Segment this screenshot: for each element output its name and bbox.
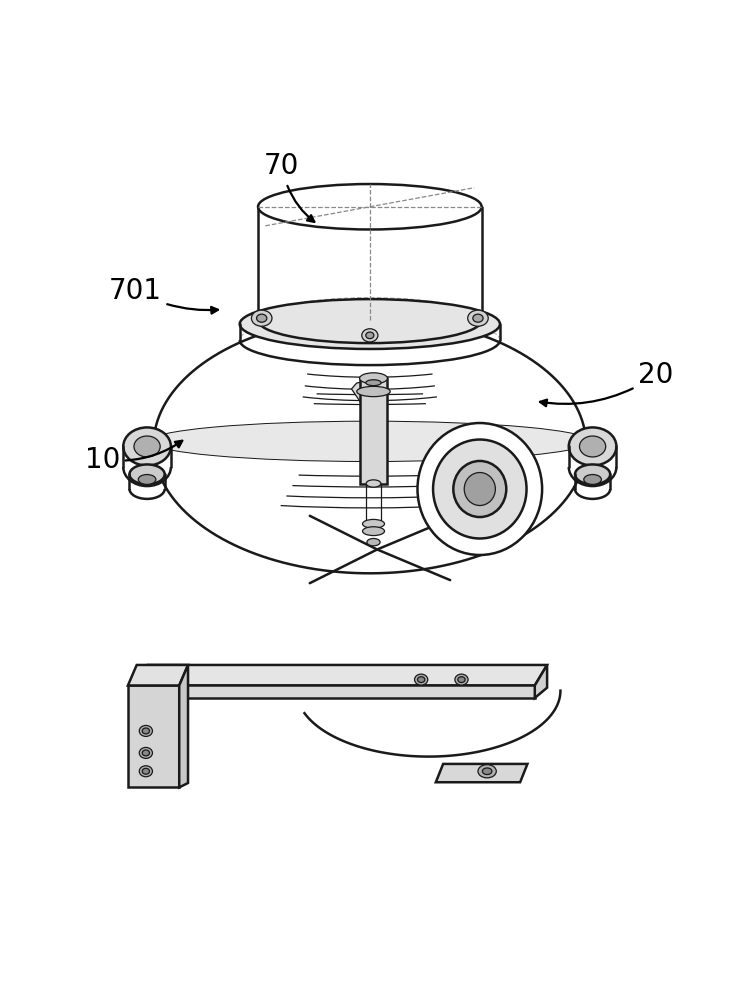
Ellipse shape — [455, 674, 468, 685]
Ellipse shape — [258, 184, 482, 229]
Ellipse shape — [252, 310, 272, 326]
Ellipse shape — [418, 423, 542, 555]
Ellipse shape — [568, 427, 616, 466]
Ellipse shape — [362, 527, 385, 536]
Ellipse shape — [478, 765, 496, 778]
Polygon shape — [352, 380, 388, 412]
Polygon shape — [179, 665, 188, 787]
Ellipse shape — [366, 480, 381, 487]
Ellipse shape — [453, 461, 506, 517]
Ellipse shape — [256, 314, 267, 322]
Ellipse shape — [415, 674, 428, 685]
Ellipse shape — [142, 768, 149, 774]
Ellipse shape — [139, 725, 152, 736]
Ellipse shape — [123, 427, 171, 466]
Ellipse shape — [362, 519, 385, 528]
Ellipse shape — [483, 768, 492, 775]
Ellipse shape — [458, 677, 465, 683]
Ellipse shape — [366, 332, 374, 339]
Ellipse shape — [139, 766, 152, 777]
Ellipse shape — [142, 728, 149, 734]
Ellipse shape — [367, 538, 380, 546]
Ellipse shape — [464, 473, 495, 505]
Polygon shape — [128, 685, 179, 787]
Ellipse shape — [357, 386, 390, 397]
Ellipse shape — [580, 436, 606, 457]
Polygon shape — [430, 438, 511, 522]
Ellipse shape — [433, 440, 527, 538]
Text: 70: 70 — [264, 152, 314, 222]
Ellipse shape — [575, 464, 610, 484]
Polygon shape — [436, 764, 527, 782]
Polygon shape — [128, 665, 188, 685]
Ellipse shape — [366, 380, 381, 386]
Ellipse shape — [468, 310, 489, 326]
Ellipse shape — [149, 421, 590, 462]
Ellipse shape — [418, 677, 425, 683]
Polygon shape — [535, 665, 547, 698]
Ellipse shape — [359, 373, 388, 384]
Polygon shape — [135, 665, 547, 685]
Ellipse shape — [139, 747, 152, 758]
Ellipse shape — [240, 299, 500, 349]
Ellipse shape — [473, 314, 483, 322]
Ellipse shape — [142, 750, 149, 756]
Text: 701: 701 — [109, 277, 218, 314]
Ellipse shape — [362, 329, 378, 342]
Ellipse shape — [584, 475, 601, 484]
Polygon shape — [154, 317, 586, 573]
Ellipse shape — [138, 475, 156, 484]
Polygon shape — [258, 207, 482, 320]
Text: 10: 10 — [84, 441, 182, 474]
Ellipse shape — [129, 464, 164, 484]
Ellipse shape — [134, 436, 160, 457]
Polygon shape — [135, 685, 535, 698]
Polygon shape — [359, 378, 388, 484]
Text: 20: 20 — [540, 361, 674, 406]
